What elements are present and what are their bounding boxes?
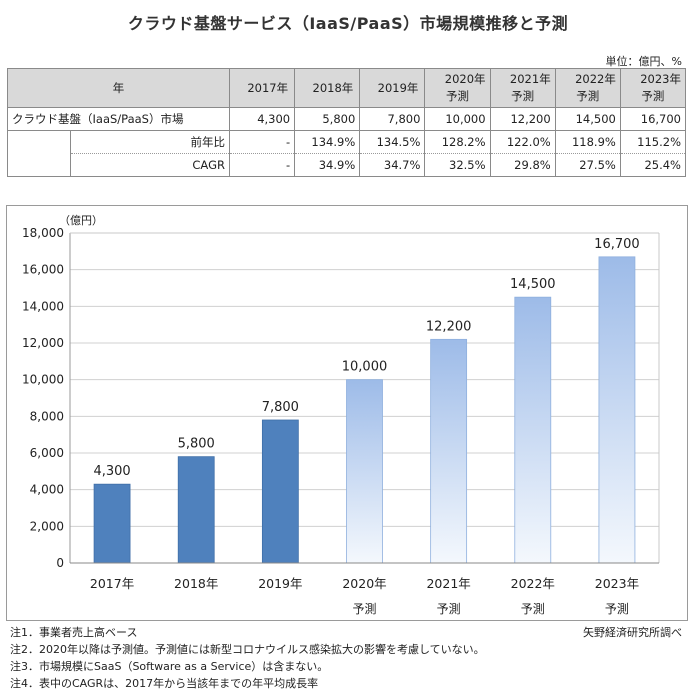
bar-chart: 0 2,000 4,000 6,000 8,000 10,000 12,000 14,000 1…	[22, 214, 660, 616]
table-cell: 134.9%	[294, 130, 361, 154]
table-cell: 16,700	[619, 107, 687, 131]
note: 注4．表中のCAGRは、2017年から当該年までの年平均成長率	[10, 677, 319, 690]
x-tick-sublabel: 予測	[605, 602, 629, 616]
table-cell: 25.4%	[619, 153, 687, 177]
y-tick-label: 14,000	[22, 299, 64, 313]
note: 注1．事業者売上高ベース	[10, 626, 138, 639]
data-label: 12,200	[426, 319, 472, 334]
header-year: 2022年 予測	[554, 68, 621, 108]
chart-panel: 0 2,000 4,000 6,000 8,000 10,000 12,000 14,000 1…	[6, 205, 688, 621]
table-cell: 29.8%	[489, 153, 556, 177]
table-row-market: クラウド基盤（IaaS/PaaS）市場 4,300 5,800 7,800 10…	[7, 107, 687, 131]
y-tick-label: 10,000	[22, 373, 64, 387]
x-tick-label: 2019年	[258, 576, 302, 591]
notes: 注1．事業者売上高ベース 注2．2020年以降は予測値。予測値には新型コロナウイ…	[10, 624, 485, 692]
header-year: 2019年	[359, 68, 426, 108]
table-cell: 7,800	[359, 107, 426, 131]
data-label: 5,800	[178, 437, 215, 452]
table-cell: 4,300	[228, 107, 296, 131]
table-cell: 14,500	[554, 107, 621, 131]
header-year: 2021年 予測	[489, 68, 556, 108]
table-cell: 27.5%	[554, 153, 621, 177]
table-cell: -	[228, 153, 296, 177]
table-cell: 12,200	[489, 107, 556, 131]
y-axis-label: （億円）	[59, 214, 103, 227]
y-tick-label: 8,000	[30, 409, 64, 423]
x-tick-label: 2020年	[342, 576, 386, 591]
y-tick-label: 4,000	[30, 483, 64, 497]
x-tick-sublabel: 予測	[437, 602, 461, 616]
table-cell: 118.9%	[554, 130, 621, 154]
table-cell: 32.5%	[424, 153, 491, 177]
table-cell: 115.2%	[619, 130, 687, 154]
table-cell: 10,000	[424, 107, 491, 131]
y-tick-label: 18,000	[22, 226, 64, 240]
data-label: 4,300	[93, 464, 130, 479]
x-tick-sublabel: 予測	[521, 602, 545, 616]
bar	[261, 419, 299, 564]
bar	[430, 338, 468, 564]
x-tick-label: 2022年	[511, 576, 555, 591]
row-label: 前年比	[70, 130, 230, 154]
x-tick-label: 2017年	[90, 576, 134, 591]
bar	[177, 456, 215, 564]
header-year: 2020年 予測	[424, 68, 491, 108]
unit-label: 単位：億円、%	[605, 55, 682, 68]
header-year: 2017年	[228, 68, 296, 108]
bar	[346, 379, 383, 564]
y-tick-label: 0	[56, 556, 64, 570]
table-cell: 34.7%	[359, 153, 426, 177]
row-label: CAGR	[70, 153, 230, 177]
x-tick-sublabel: 予測	[352, 602, 376, 616]
header-year: 2018年	[294, 68, 361, 108]
table-header-label: 年	[7, 68, 230, 108]
row-label: クラウド基盤（IaaS/PaaS）市場	[7, 107, 230, 131]
x-tick-label: 2018年	[174, 576, 218, 591]
bar	[598, 256, 636, 564]
data-label: 14,500	[510, 277, 556, 292]
blank-cell	[7, 153, 71, 177]
blank-cell	[7, 130, 71, 154]
y-tick-label: 12,000	[22, 336, 64, 350]
data-label: 7,800	[262, 400, 299, 415]
note: 注3．市場規模にSaaS（Software as a Service）は含まない…	[10, 660, 329, 673]
x-tick-label: 2023年	[595, 576, 639, 591]
y-tick-label: 2,000	[30, 519, 64, 533]
source-credit: 矢野経済研究所調べ	[583, 626, 682, 639]
table-cell: 5,800	[294, 107, 361, 131]
table-cell: 34.9%	[294, 153, 361, 177]
x-tick-label: 2021年	[426, 576, 470, 591]
data-label: 16,700	[594, 237, 640, 252]
page-title: クラウド基盤サービス（IaaS/PaaS）市場規模推移と予測	[127, 14, 569, 33]
table-cell: 134.5%	[359, 130, 426, 154]
bar	[93, 483, 131, 564]
note: 注2．2020年以降は予測値。予測値には新型コロナウイルス感染拡大の影響を考慮し…	[10, 643, 485, 656]
bar	[514, 296, 552, 564]
table-cell: 128.2%	[424, 130, 491, 154]
data-table: 年 2017年 2018年 2019年 2020年 予測 2021年 予測 2022…	[7, 68, 687, 177]
data-label: 10,000	[342, 360, 388, 375]
table-row-yoy: 前年比 - 134.9% 134.5% 128.2% 122.0% 118.9%…	[7, 130, 687, 154]
table-header-row: 年 2017年 2018年 2019年 2020年 予測 2021年 予測 2022…	[7, 68, 687, 108]
y-tick-label: 6,000	[30, 446, 64, 460]
table-row-cagr: CAGR - 34.9% 34.7% 32.5% 29.8% 27.5% 25.…	[7, 153, 687, 177]
table-cell: -	[228, 130, 296, 154]
header-year: 2023年 予測	[619, 68, 687, 108]
y-tick-label: 16,000	[22, 263, 64, 277]
table-cell: 122.0%	[489, 130, 556, 154]
